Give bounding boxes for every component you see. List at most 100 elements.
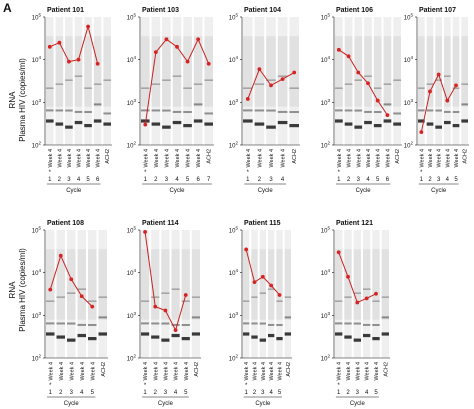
cycle-number: 6 xyxy=(386,177,390,183)
data-point xyxy=(58,253,63,258)
cycle-number: 1 xyxy=(244,390,248,396)
gel-band xyxy=(344,322,352,325)
data-point xyxy=(269,283,274,288)
data-point xyxy=(185,59,190,64)
gel-band xyxy=(251,335,258,339)
gel-band xyxy=(84,124,92,128)
data-point xyxy=(244,247,249,252)
gel-band xyxy=(268,323,275,326)
gel-band xyxy=(383,83,392,85)
gel-smear xyxy=(172,36,182,107)
gel-band xyxy=(344,83,353,85)
y-tick-label: 104 xyxy=(127,55,137,64)
gel-band xyxy=(193,119,203,123)
data-point xyxy=(86,24,90,29)
x-category-label: Week 4 xyxy=(86,149,92,168)
gel-smear xyxy=(98,249,107,320)
cycle-number: 1 xyxy=(420,177,424,183)
gel-band xyxy=(277,120,288,125)
gel-band xyxy=(418,87,425,89)
cycle-number: 4 xyxy=(366,177,370,183)
gel-band xyxy=(266,79,276,81)
x-category-label: ACH2 xyxy=(207,149,213,164)
x-category-label: Week 4 xyxy=(154,149,160,168)
cycle-number: 6 xyxy=(96,177,100,183)
gel-lane xyxy=(335,17,343,145)
gel-lane xyxy=(364,17,372,145)
gel-band xyxy=(461,119,468,123)
gel-smear xyxy=(383,36,392,107)
gel-smear xyxy=(171,249,180,320)
gel-lane xyxy=(77,230,86,358)
data-point xyxy=(175,44,179,49)
gel-lane xyxy=(418,17,425,145)
x-category-label: ACH2 xyxy=(194,362,200,377)
gel-band xyxy=(373,124,382,128)
gel-band xyxy=(193,83,203,85)
y-tick-label: 104 xyxy=(32,55,42,64)
x-axis-label: Cycle xyxy=(431,188,447,194)
gel-smear xyxy=(204,36,213,107)
y-tick-label: 105 xyxy=(127,13,137,22)
gel-smear xyxy=(251,249,258,320)
gel-band xyxy=(268,288,275,290)
y-axis-label-bottom-row: RNA Plasma HIV (copies/ml) xyxy=(8,248,27,332)
gel-band xyxy=(55,83,64,85)
x-category-label: ACH2 xyxy=(101,362,107,377)
gel-smear xyxy=(74,36,83,107)
gel-lane xyxy=(266,17,276,145)
x-category-label: Week 4 xyxy=(428,149,434,168)
x-category-label: Week 4 xyxy=(164,149,170,168)
gel-band xyxy=(259,322,266,325)
x-category-label: Week 4 xyxy=(253,362,259,381)
cycle-number: 3 xyxy=(356,390,360,396)
gel-band xyxy=(93,119,102,123)
gel-lane xyxy=(353,230,361,358)
gel-lane xyxy=(103,17,111,145)
cycle-number: 1 xyxy=(337,177,341,183)
data-point xyxy=(436,72,441,77)
gel-band xyxy=(46,322,55,325)
data-point xyxy=(76,57,81,62)
cycle-number: 2 xyxy=(154,177,158,183)
y-tick-label: 105 xyxy=(229,13,239,22)
gel-lane xyxy=(289,17,299,145)
cycle-number: 5 xyxy=(186,177,190,183)
panel-title: Patient 115 xyxy=(244,220,281,227)
x-category-label: Week 4 xyxy=(376,149,382,168)
gel-band xyxy=(373,87,382,89)
data-point xyxy=(206,61,211,66)
x-category-label: Week 4 xyxy=(90,362,96,381)
gel-band xyxy=(191,296,200,298)
x-category-label: Week 4 xyxy=(419,149,425,168)
x-category-label: Week 4 xyxy=(337,149,343,168)
panel-title: Patient 101 xyxy=(47,7,84,14)
cycle-number: 1 xyxy=(246,177,250,183)
cycle-number: 1 xyxy=(49,390,53,396)
gel-band xyxy=(172,75,182,77)
y-tick-label: 102 xyxy=(127,141,137,150)
gel-band xyxy=(344,296,352,298)
cycle-number: 4 xyxy=(174,390,178,396)
gel-band xyxy=(77,323,86,326)
cycle-number: 4 xyxy=(365,390,369,396)
gel-band xyxy=(354,125,363,129)
data-point xyxy=(355,300,360,305)
gel-band xyxy=(65,109,73,112)
x-category-label: Week 4 xyxy=(454,149,460,168)
y-tick-label: 103 xyxy=(404,98,414,107)
y-tick-label: 102 xyxy=(404,141,414,150)
gel-band xyxy=(74,110,83,113)
gel-band xyxy=(363,323,371,326)
gel-band xyxy=(204,112,213,115)
gel-lane xyxy=(344,230,352,358)
gel-smear xyxy=(77,249,86,320)
x-category-label: Week 4 xyxy=(143,149,149,168)
gel-band xyxy=(344,122,353,126)
gel-band xyxy=(289,111,299,114)
cycle-number: 3 xyxy=(437,177,441,183)
gel-band xyxy=(141,322,150,325)
cycle-number: 4 xyxy=(281,177,285,183)
gel-smear xyxy=(162,36,171,107)
cycle-number: 2 xyxy=(59,390,63,396)
